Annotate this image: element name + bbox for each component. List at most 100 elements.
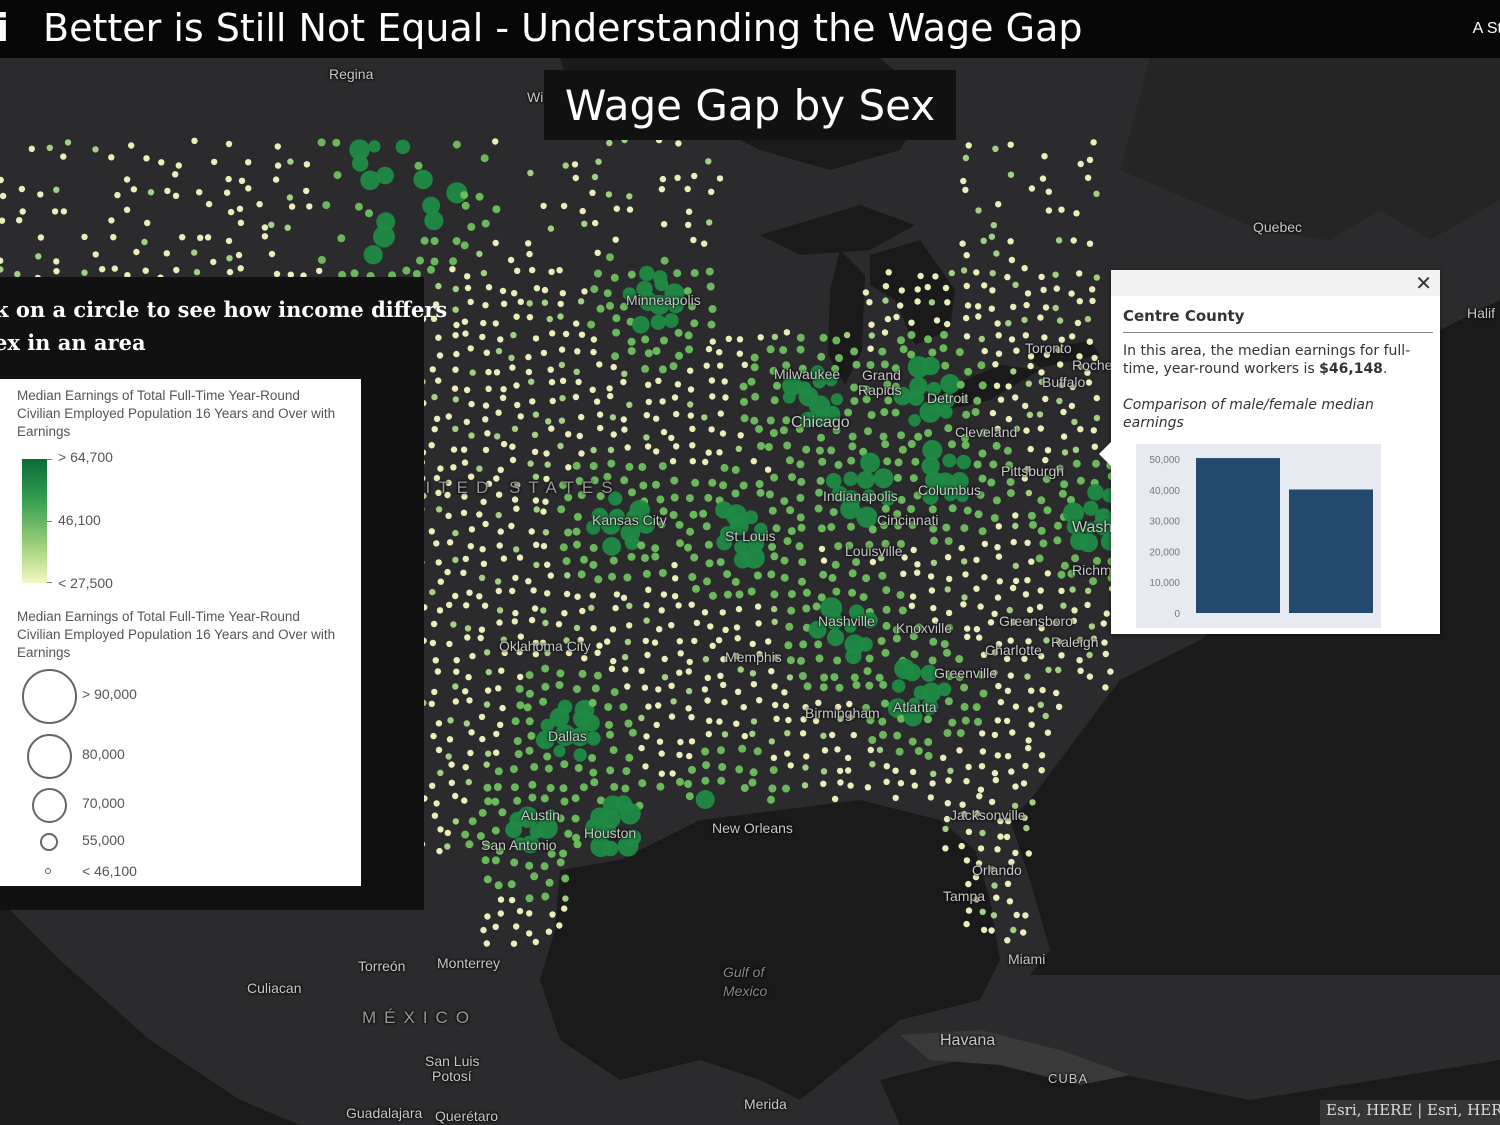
popup-description-text: In this area, the median earnings for fu… xyxy=(1123,343,1411,377)
intro-text: k on a circle to see how income differs … xyxy=(0,293,448,359)
map-label-toronto: Toronto xyxy=(1025,340,1072,356)
map-label-halifax: Halif xyxy=(1467,305,1496,321)
popup-bar-chart: 50,000 40,000 30,000 20,000 10,000 0 xyxy=(1136,444,1381,628)
size-circle-70000 xyxy=(32,788,67,823)
side-panel: k on a circle to see how income differs … xyxy=(0,277,448,910)
map-label-indianapolis: Indianapolis xyxy=(823,488,898,504)
popup-pointer xyxy=(1099,442,1111,466)
map-label-grand-rapids: Grand xyxy=(862,367,901,383)
map-label-new-orleans: New Orleans xyxy=(712,820,793,836)
map-label-monterrey: Monterrey xyxy=(437,955,501,971)
bar-chart-svg: 50,000 40,000 30,000 20,000 10,000 0 xyxy=(1149,455,1373,620)
map-label-merida: Merida xyxy=(744,1096,787,1112)
basemap xyxy=(0,58,1500,1125)
map-label-san-luis-potosi-2: Potosí xyxy=(432,1068,472,1084)
map-label-miami: Miami xyxy=(1008,951,1046,967)
map-label-san-antonio: San Antonio xyxy=(481,837,557,853)
map-label-havana: Havana xyxy=(940,1032,996,1049)
top-bar: i Better is Still Not Equal - Understand… xyxy=(0,0,1500,58)
map-label-mexico: MÉXICO xyxy=(362,1008,478,1027)
size-stop-4: 55,000 xyxy=(82,832,125,848)
close-icon[interactable]: ✕ xyxy=(1415,273,1432,295)
map-label-columbus: Columbus xyxy=(918,482,982,498)
map-label-cleveland: Cleveland xyxy=(955,424,1018,440)
size-circle-90000 xyxy=(22,669,77,724)
y-tick-label: 10,000 xyxy=(1149,578,1180,589)
size-stop-5: < 46,100 xyxy=(82,863,137,879)
app-title: Better is Still Not Equal - Understandin… xyxy=(43,6,1083,50)
map-label-united-states: UNITED STATES xyxy=(385,478,621,497)
popup-comparison-label: Comparison of male/female median earning… xyxy=(1123,397,1374,431)
map-label-minneapolis: Minneapolis xyxy=(626,292,701,308)
legend-color-title: Median Earnings of Total Full-Time Year-… xyxy=(17,388,336,439)
map-label-pittsburgh: Pittsburgh xyxy=(1001,463,1065,479)
map-label-milwaukee: Milwaukee xyxy=(774,366,841,382)
map-label-nashville: Nashville xyxy=(818,613,875,629)
color-stop-mid: 46,100 xyxy=(58,512,101,528)
bar-female[interactable] xyxy=(1289,489,1373,613)
map-attribution[interactable]: Esri, HERE | Esri, HERE xyxy=(1320,1100,1500,1125)
map-label-torreon: Torreón xyxy=(358,958,406,974)
map-label-raleigh: Raleigh xyxy=(1051,634,1099,650)
map-label-louisville: Louisville xyxy=(845,543,903,559)
map-label-buffalo: Buffalo xyxy=(1042,374,1086,390)
map-view[interactable]: Regina Winnipeg Quebec Halif Minneapolis… xyxy=(0,58,1500,1125)
size-stop-3: 70,000 xyxy=(82,795,125,811)
map-label-queretaro: Querétaro xyxy=(435,1108,499,1124)
map-label-jacksonville: Jacksonville xyxy=(950,807,1026,823)
map-label-washington: Wash xyxy=(1072,519,1113,536)
map-label-houston: Houston xyxy=(584,825,637,841)
bar-male[interactable] xyxy=(1196,458,1280,613)
y-tick-label: 40,000 xyxy=(1149,486,1180,497)
y-tick-label: 20,000 xyxy=(1149,547,1180,558)
color-stop-low: < 27,500 xyxy=(58,575,113,591)
size-circle-55000 xyxy=(40,833,58,851)
map-label-orlando: Orlando xyxy=(972,862,1022,878)
map-label-charlotte: Charlotte xyxy=(985,642,1042,658)
map-label-greensboro: Greensboro xyxy=(999,613,1073,629)
map-label-dallas: Dallas xyxy=(548,728,587,744)
size-stop-1: > 90,000 xyxy=(82,686,137,702)
popup: ✕ Centre County In this area, the median… xyxy=(1099,270,1440,634)
legend-size-title: Median Earnings of Total Full-Time Year-… xyxy=(17,609,336,660)
map-label-cincinnati: Cincinnati xyxy=(877,512,939,528)
map-label-tampa: Tampa xyxy=(943,888,986,904)
intro-line-2: ex in an area xyxy=(0,330,146,355)
map-label-gulf-of-mexico-2: Mexico xyxy=(723,983,768,999)
size-circle-46100 xyxy=(45,868,51,874)
popup-median-value: $46,148 xyxy=(1319,361,1383,377)
story-link[interactable]: A St xyxy=(1472,20,1500,37)
map-label-san-luis-potosi: San Luis xyxy=(425,1053,480,1069)
map-label-knoxville: Knoxville xyxy=(896,620,953,636)
map-label-greenville: Greenville xyxy=(934,665,998,681)
map-label-detroit: Detroit xyxy=(927,390,969,406)
ramp-tick-high xyxy=(47,459,52,460)
popup-divider xyxy=(1123,332,1433,333)
size-circle-80000 xyxy=(27,734,72,779)
map-label-grand-rapids-2: Rapids xyxy=(858,382,902,398)
map-label-cuba: CUBA xyxy=(1048,1071,1089,1086)
map-label-quebec: Quebec xyxy=(1253,219,1303,235)
legend: Median Earnings of Total Full-Time Year-… xyxy=(0,379,361,886)
color-ramp xyxy=(22,459,47,583)
map-label-guadalajara: Guadalajara xyxy=(346,1105,423,1121)
y-tick-label: 0 xyxy=(1174,609,1180,620)
map-label-oklahoma-city: Oklahoma City xyxy=(499,638,591,654)
map-label-chicago: Chicago xyxy=(791,414,850,431)
map-label-austin: Austin xyxy=(521,807,560,823)
size-stop-2: 80,000 xyxy=(82,746,125,762)
esri-logo[interactable]: i xyxy=(0,6,10,50)
map-label-memphis: Memphis xyxy=(725,649,782,665)
color-stop-high: > 64,700 xyxy=(58,449,113,465)
popup-header: ✕ xyxy=(1111,270,1440,296)
map-label-culiacan: Culiacan xyxy=(247,980,302,996)
popup-description: In this area, the median earnings for fu… xyxy=(1123,342,1435,378)
map-label-birmingham: Birmingham xyxy=(805,705,880,721)
map-label-kansas-city: Kansas City xyxy=(592,512,667,528)
popup-title: Centre County xyxy=(1123,307,1245,325)
y-tick-label: 50,000 xyxy=(1149,455,1180,466)
intro-line-1: k on a circle to see how income differs xyxy=(0,297,448,322)
map-label-gulf-of-mexico: Gulf of xyxy=(723,964,765,980)
map-title: Wage Gap by Sex xyxy=(544,70,956,140)
ramp-tick-mid xyxy=(47,521,52,522)
